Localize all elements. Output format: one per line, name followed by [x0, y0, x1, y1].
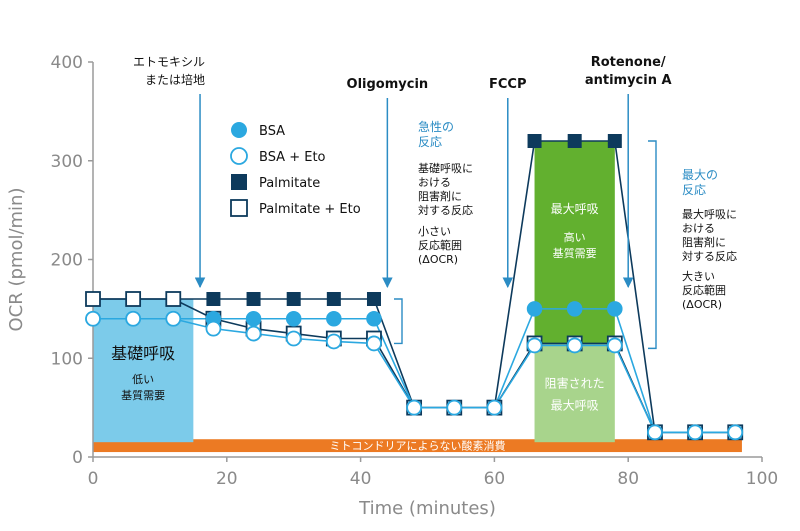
data-point — [687, 424, 703, 441]
data-point — [246, 292, 261, 306]
annotation-body: 阻害剤に — [418, 189, 462, 203]
annotation-heading: 急性の — [418, 119, 454, 134]
data-point — [245, 325, 262, 342]
region-inhibited-label: 阻害された — [545, 375, 605, 390]
annotation-body: 阻害剤に — [682, 235, 726, 249]
region-basal-sub: 低い — [132, 373, 154, 386]
region-basal-title: 基礎呼吸 — [111, 344, 175, 363]
annotation-bracket — [394, 298, 403, 345]
legend-marker — [230, 199, 248, 217]
annotation-body: 最大呼吸に — [682, 207, 737, 221]
series-markers-layer — [85, 134, 744, 441]
annotation-body: おける — [418, 176, 451, 189]
non-mito-oxygen-bar — [93, 439, 742, 453]
y-tick-label: 300 — [51, 152, 83, 172]
data-point — [165, 291, 182, 307]
annotation-range: (ΔOCR) — [418, 253, 458, 266]
injection-label: エトモキシル — [133, 55, 205, 69]
legend-marker — [230, 147, 248, 165]
data-point — [326, 292, 341, 306]
x-tick-label: 0 — [88, 469, 99, 489]
annotation-range: 小さい — [418, 225, 451, 238]
annotation-body: 対する反応 — [418, 203, 473, 217]
data-point — [125, 310, 142, 327]
annotation-body: 対する反応 — [682, 249, 737, 263]
annotations-layer: 急性の反応基礎呼吸における阻害剤に対する反応小さい反応範囲(ΔOCR)最大の反応… — [394, 119, 737, 350]
data-point — [325, 333, 342, 350]
injection-label: Rotenone/ — [591, 55, 666, 70]
data-point — [85, 310, 101, 327]
legend-marker — [231, 122, 247, 138]
data-point — [205, 320, 222, 337]
legend-marker — [231, 174, 247, 190]
region-max-sub: 基質需要 — [553, 246, 597, 260]
annotation-heading: 反応 — [682, 183, 706, 197]
annotation-bracket — [648, 140, 657, 350]
data-point — [527, 134, 542, 148]
legend: BSA BSA + Eto Palmitate Palmitate + Eto — [230, 122, 361, 217]
legend-label: BSA — [259, 124, 285, 139]
data-point — [526, 301, 543, 317]
annotation-range: 反応範囲 — [418, 238, 462, 252]
data-point — [85, 291, 101, 307]
x-tick-label: 20 — [216, 469, 238, 489]
legend-label: Palmitate + Eto — [259, 202, 361, 217]
data-point — [486, 399, 503, 416]
annotation-body: 基礎呼吸に — [418, 162, 473, 175]
data-point — [206, 292, 221, 306]
data-point — [607, 134, 622, 148]
annotation-range: 反応範囲 — [682, 283, 726, 297]
x-tick-label: 80 — [617, 469, 639, 489]
data-point — [286, 292, 301, 306]
legend-label: BSA + Eto — [259, 150, 326, 165]
data-point — [125, 291, 142, 307]
y-tick-label: 400 — [51, 53, 83, 73]
data-point — [647, 424, 663, 441]
axes-layer: 0 20 40 60 80 100 0 100 200 300 400 Time (minutes) O… — [6, 53, 778, 519]
data-point — [285, 330, 302, 347]
data-point — [165, 310, 182, 327]
injection-label: FCCP — [489, 77, 527, 92]
data-point — [245, 311, 262, 327]
region-inhibited-label: 最大呼吸 — [551, 398, 599, 412]
data-point — [607, 301, 623, 317]
y-axis-title: OCR (pmol/min) — [6, 188, 27, 332]
non-mito-oxygen-label: ミトコンドリアによらない酸素消費 — [329, 439, 505, 453]
annotation-heading: 最大の — [682, 168, 718, 182]
legend-label: Palmitate — [259, 176, 320, 191]
y-tick-label: 100 — [51, 349, 83, 369]
y-tick-label: 0 — [72, 448, 83, 468]
data-point — [406, 399, 423, 416]
injection-label: または培地 — [145, 72, 205, 87]
data-point — [526, 337, 543, 354]
data-point — [566, 337, 583, 354]
region-basal-sub: 基質需要 — [121, 388, 165, 402]
y-tick-label: 200 — [51, 251, 83, 271]
data-point — [567, 134, 582, 148]
annotation-heading: 反応 — [418, 135, 442, 149]
injection-label: Oligomycin — [347, 77, 429, 92]
injection-label: antimycin A — [585, 73, 672, 88]
x-axis-title: Time (minutes) — [358, 498, 496, 519]
data-point — [285, 311, 302, 327]
x-tick-label: 100 — [746, 469, 778, 489]
data-point — [727, 424, 744, 441]
x-tick-label: 60 — [484, 469, 506, 489]
data-point — [566, 301, 583, 317]
annotation-body: おける — [682, 222, 715, 235]
region-inhibited — [534, 343, 615, 443]
data-point — [366, 311, 382, 327]
annotation-range: 大きい — [682, 269, 715, 283]
data-point — [326, 311, 342, 327]
region-max-title: 最大呼吸 — [551, 202, 599, 216]
annotation-range: (ΔOCR) — [682, 298, 722, 311]
x-tick-label: 40 — [350, 469, 372, 489]
data-point — [606, 337, 623, 354]
data-point — [366, 335, 382, 352]
data-point — [446, 399, 463, 416]
data-point — [366, 292, 381, 306]
region-max-sub: 高い — [564, 230, 586, 244]
